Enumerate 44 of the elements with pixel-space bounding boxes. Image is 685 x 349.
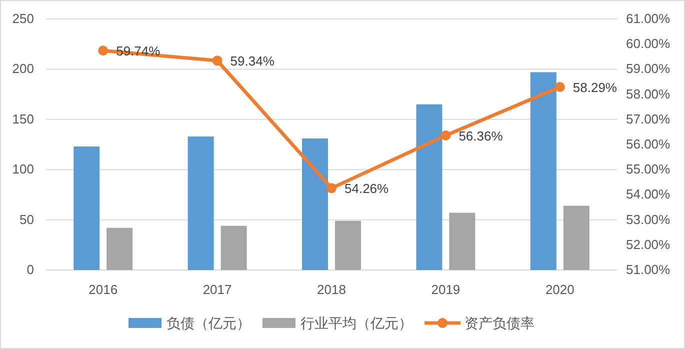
data-label: 56.36% [458, 128, 504, 144]
bar [416, 104, 442, 270]
x-tick-label: 2018 [317, 282, 346, 297]
x-tick-label: 2017 [202, 282, 232, 297]
y-tick-label: 150 [12, 111, 34, 126]
point [326, 183, 336, 194]
point [212, 56, 222, 66]
legend-label: 资产负债率 [464, 315, 534, 331]
point [98, 46, 108, 56]
y-tick-label: 0 [26, 262, 34, 277]
bar [563, 206, 590, 270]
point [554, 82, 565, 92]
y-tick-label: 250 [12, 11, 34, 26]
data-label: 58.29% [572, 80, 618, 96]
data-label: 59.34% [230, 54, 275, 69]
bar [188, 136, 214, 270]
bar [530, 72, 556, 270]
bar [335, 220, 361, 270]
y2-tick-label: 57.00% [626, 111, 671, 126]
y2-tick-label: 53.00% [626, 212, 671, 227]
y2-tick-label: 55.00% [626, 162, 671, 177]
point [440, 130, 451, 140]
data-label: 54.26% [344, 181, 390, 196]
y2-tick-label: 54.00% [626, 186, 671, 202]
y2-tick-label: 52.00% [626, 236, 671, 252]
y2-tick-label: 51.00% [626, 262, 671, 277]
y2-tick-label: 56.00% [626, 136, 671, 152]
bar [74, 146, 100, 270]
y-tick-label: 200 [12, 61, 34, 76]
y2-tick-label: 61.00% [626, 11, 671, 26]
x-tick-label: 2020 [545, 282, 574, 297]
y2-tick-label: 59.00% [626, 61, 671, 76]
x-tick-label: 2019 [431, 282, 460, 297]
y-tick-label: 100 [12, 162, 34, 177]
x-tick-label: 2016 [88, 282, 118, 297]
bar [220, 226, 247, 270]
legend-label: 行业平均（亿元） [300, 315, 412, 331]
bar [449, 212, 476, 270]
y2-tick-label: 58.00% [626, 86, 671, 102]
y2-tick-label: 60.00% [626, 36, 671, 52]
bar [106, 228, 133, 270]
y-tick-label: 50 [20, 212, 34, 227]
legend-label: 负债（亿元） [166, 315, 250, 331]
bar [302, 138, 328, 270]
